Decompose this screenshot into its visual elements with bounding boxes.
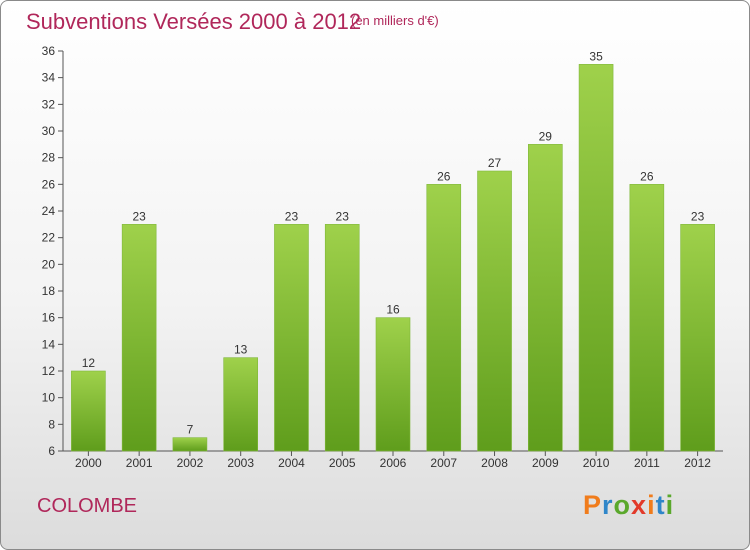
y-tick-label: 16 <box>42 311 56 325</box>
y-tick-label: 18 <box>42 284 56 298</box>
x-tick-label: 2001 <box>126 456 153 470</box>
bar <box>680 224 715 452</box>
y-tick-label: 6 <box>48 444 55 458</box>
commune-name: COLOMBE <box>37 495 138 517</box>
y-tick-label: 8 <box>48 417 55 431</box>
data-label: 26 <box>640 169 654 183</box>
bar <box>324 224 360 452</box>
data-label: 23 <box>132 209 146 223</box>
data-label: 12 <box>82 356 96 370</box>
x-tick-label: 2000 <box>75 456 102 470</box>
x-tick-label: 2009 <box>532 456 559 470</box>
y-tick-label: 32 <box>42 97 56 111</box>
chart-title: Subventions Versées 2000 à 2012 <box>26 9 362 34</box>
data-label: 16 <box>386 303 400 317</box>
x-tick-label: 2006 <box>380 456 407 470</box>
data-label: 23 <box>285 209 299 223</box>
x-tick-label: 2010 <box>583 456 610 470</box>
data-label: 29 <box>539 129 553 143</box>
y-tick-label: 14 <box>42 337 56 351</box>
x-tick-label: 2011 <box>634 456 660 470</box>
y-tick-label: 30 <box>42 124 56 138</box>
data-label: 7 <box>187 423 194 437</box>
y-tick-label: 22 <box>42 231 56 245</box>
y-tick-label: 34 <box>42 71 56 85</box>
x-tick-label: 2012 <box>684 456 711 470</box>
y-tick-label: 10 <box>42 391 56 405</box>
x-tick-label: 2002 <box>177 456 204 470</box>
unit-note: (en milliers d'€) <box>351 13 439 28</box>
data-label: 23 <box>336 209 350 223</box>
y-tick-label: 28 <box>42 151 56 165</box>
data-label: 35 <box>589 49 603 63</box>
bar <box>375 317 411 452</box>
bar <box>121 224 157 452</box>
x-tick-label: 2005 <box>329 456 356 470</box>
bar <box>629 184 665 452</box>
x-tick-label: 2008 <box>481 456 508 470</box>
bar <box>528 144 563 452</box>
y-tick-label: 36 <box>42 44 56 58</box>
data-label: 23 <box>691 209 705 223</box>
y-tick-label: 24 <box>42 204 56 218</box>
data-label: 27 <box>488 156 502 170</box>
bar <box>172 437 208 452</box>
bar <box>223 357 258 452</box>
bar <box>426 184 462 452</box>
x-tick-label: 2007 <box>430 456 457 470</box>
bar <box>477 170 512 452</box>
data-label: 26 <box>437 169 451 183</box>
y-tick-label: 12 <box>42 364 56 378</box>
bar <box>274 224 309 452</box>
x-tick-label: 2003 <box>227 456 254 470</box>
x-tick-label: 2004 <box>278 456 305 470</box>
data-label: 13 <box>234 343 248 357</box>
y-tick-label: 20 <box>42 257 56 271</box>
bar <box>578 64 614 452</box>
proxiti-logo: Proxiti <box>583 490 675 520</box>
y-tick-label: 26 <box>42 177 56 191</box>
bar <box>71 370 106 452</box>
